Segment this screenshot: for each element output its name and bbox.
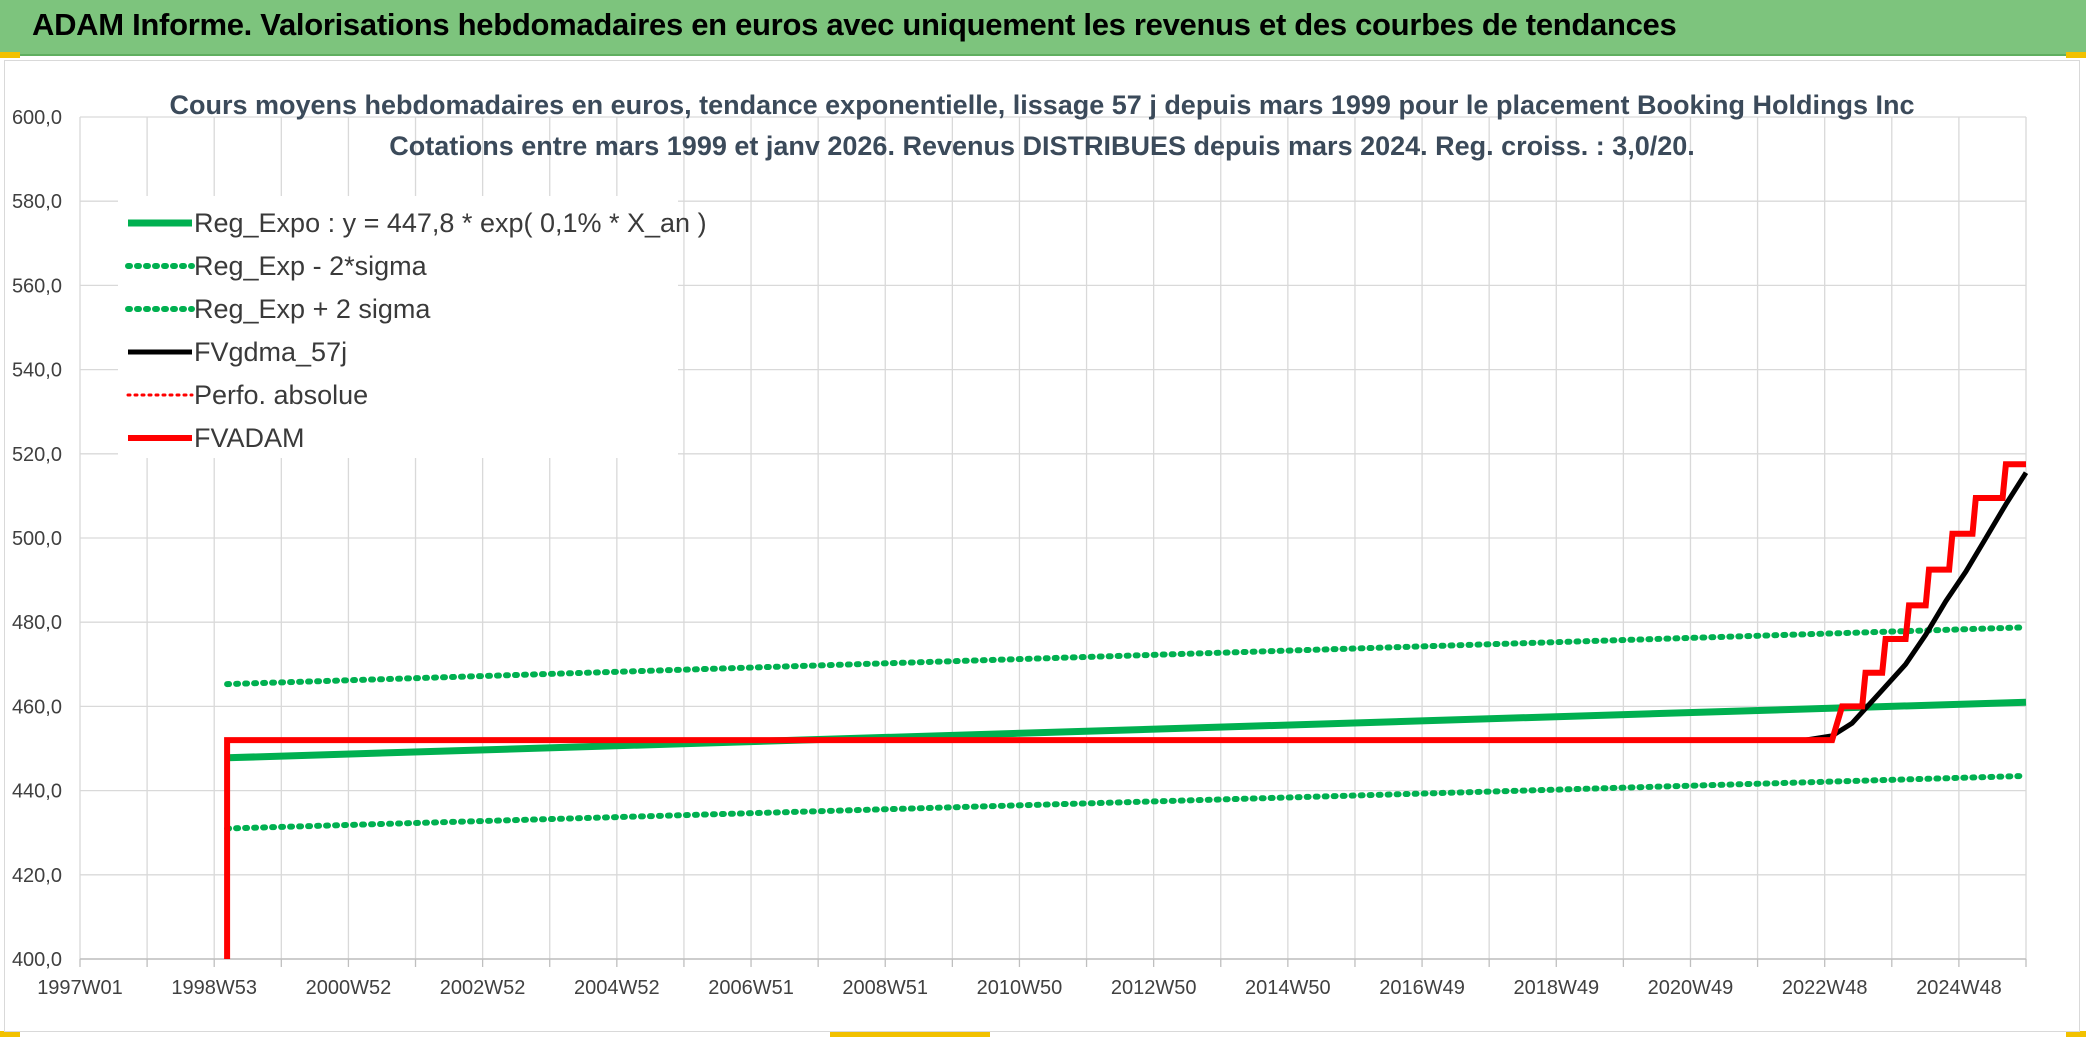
x-tick-label: 2018W49: [1513, 977, 1599, 999]
series-line-4: [225, 462, 2028, 742]
corner-marker-top-left: [0, 52, 20, 58]
x-tick-label: 2020W49: [1648, 977, 1734, 999]
x-tick-label: 1998W53: [171, 977, 257, 999]
title-layer: Cours moyens hebdomadaires en euros, ten…: [169, 90, 1914, 161]
x-tick-label: 2006W51: [708, 977, 794, 999]
y-tick-label: 500,0: [12, 528, 62, 550]
x-tick-label: 2012W50: [1111, 977, 1197, 999]
axis-layer: 400,0 420,0 440,0 460,0 480,0 500,0 520,0 540,0…: [12, 107, 2027, 999]
x-tick-label: 1997W01: [37, 977, 123, 999]
y-tick-label: 580,0: [12, 191, 62, 213]
series-line-0: [226, 698, 2027, 762]
header-banner: ADAM Informe. Valorisations hebdomadaire…: [0, 0, 2086, 56]
y-tick-label: 420,0: [12, 865, 62, 887]
x-tick-label: 2010W50: [977, 977, 1063, 999]
x-tick-label: 2000W52: [306, 977, 392, 999]
chart-area: [4, 60, 2080, 1032]
series-line-1: [224, 772, 2029, 832]
legend-label: FVgdma_57j: [194, 337, 347, 367]
x-tick-label: 2008W51: [842, 977, 928, 999]
legend-label: Reg_Expo : y = 447,8 * exp( 0,1% * X_an …: [194, 208, 707, 238]
y-tick-label: 560,0: [12, 275, 62, 297]
y-tick-label: 440,0: [12, 781, 62, 803]
x-tick-label: 2022W48: [1782, 977, 1868, 999]
x-tick-label: 2024W48: [1916, 977, 2002, 999]
legend-label: Perfo. absolue: [194, 380, 368, 410]
legend-label: Reg_Exp + 2 sigma: [194, 294, 431, 324]
y-tick-label: 460,0: [12, 696, 62, 718]
legend-background: [118, 196, 678, 458]
x-tick-label: 2004W52: [574, 977, 660, 999]
page-title: ADAM Informe. Valorisations hebdomadaire…: [32, 7, 1677, 42]
corner-marker-bottom-left: [0, 1031, 20, 1037]
series-line-5: [224, 461, 2026, 959]
corner-marker-bottom-right: [2066, 1031, 2086, 1037]
legend: Reg_Expo : y = 447,8 * exp( 0,1% * X_an …: [118, 196, 707, 458]
x-tick-label: 2002W52: [440, 977, 526, 999]
series-line-3: [227, 471, 2029, 743]
series-layer: [224, 461, 2029, 959]
chart-subtitle: Cotations entre mars 1999 et janv 2026. …: [389, 131, 1695, 161]
chart-title: Cours moyens hebdomadaires en euros, ten…: [169, 90, 1914, 120]
legend-label: Reg_Exp - 2*sigma: [194, 251, 428, 281]
y-tick-label: 520,0: [12, 444, 62, 466]
y-tick-label: 400,0: [12, 949, 62, 971]
legend-label: FVADAM: [194, 423, 305, 453]
corner-marker-top-right: [2066, 52, 2086, 58]
series-line-2: [224, 624, 2029, 688]
x-tick-label: 2014W50: [1245, 977, 1331, 999]
y-tick-label: 600,0: [12, 107, 62, 129]
corner-marker-bottom-center: [830, 1031, 990, 1037]
y-tick-label: 540,0: [12, 360, 62, 382]
y-tick-label: 480,0: [12, 612, 62, 634]
x-tick-label: 2016W49: [1379, 977, 1465, 999]
